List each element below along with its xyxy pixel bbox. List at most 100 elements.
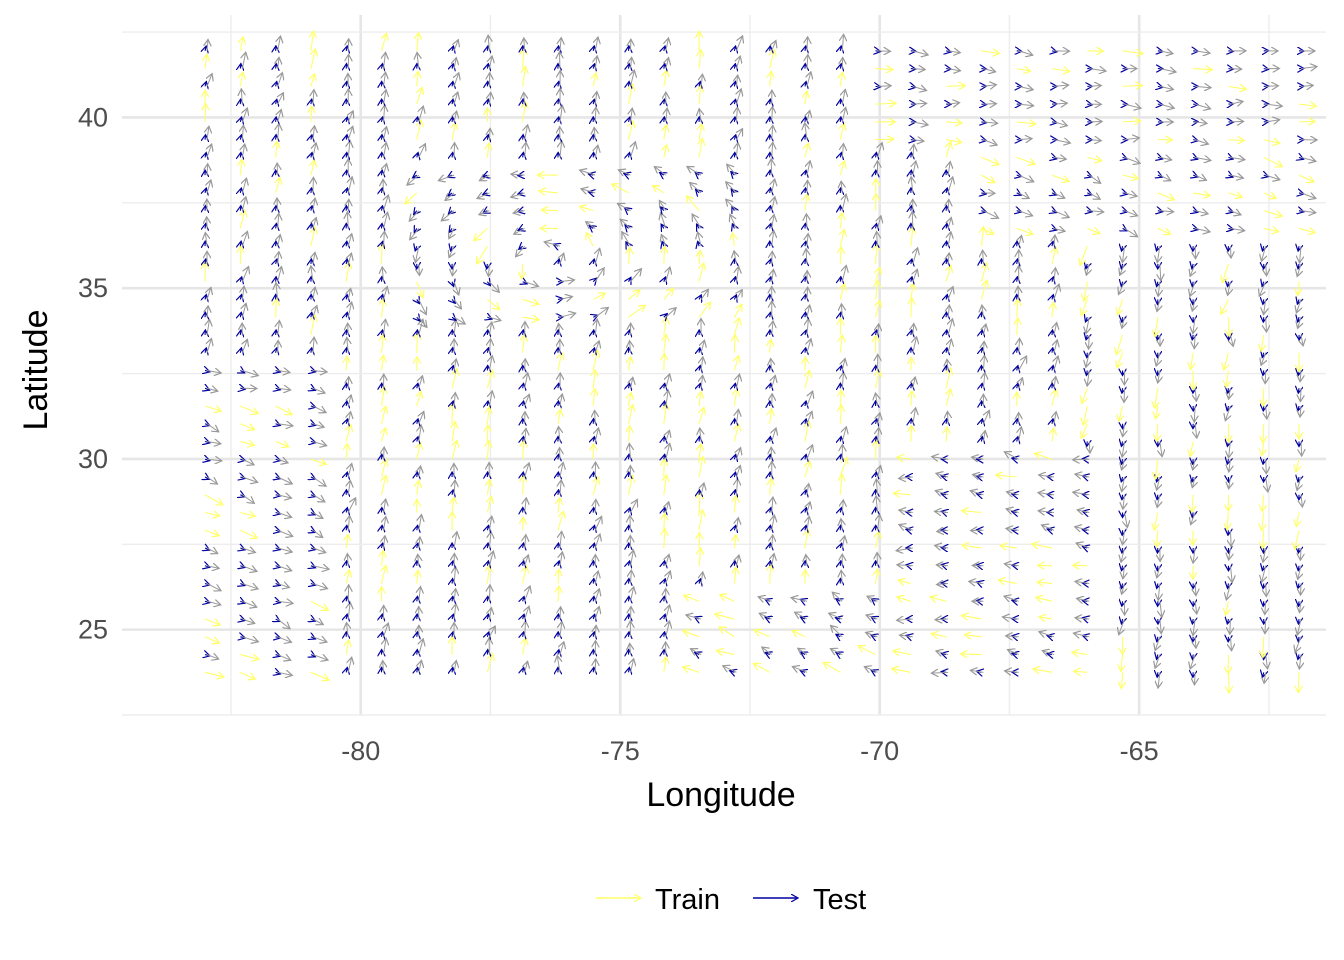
reference-arrow — [970, 670, 984, 672]
reference-arrow — [631, 142, 636, 158]
train-arrow — [629, 475, 633, 495]
reference-arrow — [1266, 317, 1267, 332]
test-arrow — [840, 312, 841, 317]
test-arrow — [452, 64, 453, 69]
train-arrow — [683, 667, 700, 672]
test-arrow — [1012, 458, 1017, 459]
train-arrow — [204, 672, 224, 677]
test-arrow — [840, 46, 841, 51]
test-arrow — [876, 224, 877, 229]
test-arrow — [946, 330, 947, 335]
train-arrow — [240, 37, 243, 51]
train-arrow — [664, 125, 667, 140]
test-arrow — [346, 135, 347, 140]
test-arrow — [946, 348, 947, 353]
reference-arrow — [1039, 632, 1055, 637]
reference-arrow — [348, 377, 349, 389]
reference-arrow — [348, 126, 353, 140]
reference-arrow — [723, 666, 737, 673]
reference-arrow — [383, 623, 388, 637]
reference-arrow — [1297, 476, 1301, 490]
reference-arrow — [1300, 388, 1301, 401]
reference-arrow — [525, 394, 530, 407]
reference-arrow — [312, 388, 325, 393]
reference-arrow — [948, 177, 953, 194]
test-arrow — [1052, 419, 1053, 424]
reference-arrow — [489, 608, 491, 620]
reference-arrow — [560, 552, 562, 566]
reference-arrow — [878, 413, 880, 424]
reference-arrow — [452, 263, 454, 276]
reference-arrow — [1229, 459, 1231, 472]
train-arrow — [1190, 441, 1193, 456]
train-arrow — [381, 334, 383, 353]
reference-arrow — [736, 409, 738, 424]
test-arrow — [240, 348, 241, 353]
reference-arrow — [560, 621, 562, 637]
reference-arrow — [1089, 85, 1101, 86]
test-arrow — [205, 388, 210, 390]
test-arrow — [240, 295, 241, 300]
train-arrow — [719, 627, 735, 638]
test-arrow — [805, 525, 806, 530]
test-arrow — [805, 401, 806, 406]
test-arrow — [1297, 299, 1299, 304]
test-arrow — [417, 472, 418, 477]
reference-arrow — [312, 441, 327, 445]
train-arrow — [699, 407, 704, 424]
test-arrow — [911, 419, 912, 424]
test-arrow — [558, 490, 559, 495]
train-arrow — [876, 300, 880, 318]
train-arrow — [381, 459, 386, 478]
test-arrow — [276, 64, 277, 69]
reference-arrow — [383, 499, 385, 513]
reference-arrow — [842, 194, 846, 211]
train-arrow — [523, 440, 524, 460]
train-arrow — [240, 671, 255, 679]
reference-arrow — [913, 377, 915, 389]
gridlines — [122, 15, 1326, 716]
reference-arrow — [912, 211, 913, 229]
reference-arrow — [1075, 474, 1090, 477]
reference-arrow — [936, 473, 949, 477]
reference-arrow — [242, 459, 254, 465]
reference-arrow — [630, 341, 631, 353]
reference-arrow — [841, 570, 842, 584]
reference-arrow — [1193, 317, 1195, 333]
train-arrow — [1296, 512, 1299, 527]
test-arrow — [452, 632, 453, 637]
train-arrow — [240, 655, 259, 660]
reference-arrow — [1259, 281, 1267, 297]
test-arrow — [1228, 388, 1229, 393]
reference-arrow — [383, 319, 385, 336]
train-arrow — [839, 457, 847, 478]
train-arrow — [1154, 512, 1158, 530]
test-arrow — [487, 264, 488, 269]
test-arrow — [1262, 246, 1263, 251]
reference-arrow — [489, 532, 491, 549]
reference-arrow — [1299, 601, 1301, 612]
reference-arrow — [557, 656, 560, 673]
test-arrow — [311, 188, 312, 193]
reference-arrow — [807, 305, 810, 318]
reference-arrow — [313, 218, 316, 229]
reference-arrow — [912, 51, 928, 55]
legend-item-train: Train — [596, 884, 720, 916]
test-arrow — [1017, 383, 1018, 388]
reference-arrow — [241, 266, 248, 282]
train-arrow — [523, 517, 524, 531]
reference-arrow — [560, 141, 562, 158]
test-arrow — [770, 454, 771, 459]
reference-arrow — [383, 195, 388, 211]
train-arrow — [897, 597, 911, 601]
train-arrow — [805, 529, 808, 549]
train-arrow — [558, 569, 559, 584]
reference-arrow — [1230, 246, 1231, 258]
test-arrow — [523, 667, 524, 672]
train-arrow — [876, 179, 877, 193]
train-arrow — [699, 85, 701, 105]
reference-arrow — [206, 601, 221, 605]
train-arrow — [840, 474, 842, 495]
train-arrow — [1228, 317, 1229, 336]
train-arrow — [346, 356, 347, 371]
